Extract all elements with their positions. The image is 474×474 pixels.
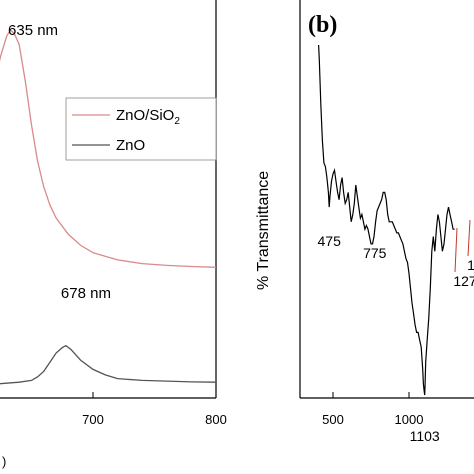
panel-a-x-tick-label: 800 <box>205 412 227 427</box>
panel-b-peak-label: 775 <box>363 245 387 261</box>
panel-a-series-line-1 <box>0 344 217 385</box>
panel-b: (b) % Transmittance 500 1000 475 775 1103 12… <box>255 0 474 444</box>
panel-a-x-label-fragment: ) <box>2 454 6 469</box>
panel-a-x-tick-label: 700 <box>82 412 104 427</box>
panel-a-peak-label: 635 nm <box>8 22 58 39</box>
panel-b-x-tick-label: 1000 <box>395 412 424 427</box>
panel-b-peak-label: 1 <box>467 257 474 273</box>
legend-label-zno: ZnO <box>116 137 145 154</box>
panel-b-label: (b) <box>308 12 337 38</box>
panel-b-marker-line <box>454 227 458 273</box>
panel-b-y-axis-title: % Transmittance <box>255 171 272 290</box>
panel-b-peak-label: 127 <box>453 273 474 289</box>
panel-b-series-line-0 <box>318 44 455 396</box>
panel-b-x-tick-label: 500 <box>322 412 344 427</box>
panel-a: 700 800 635 nm 678 nm ZnO/SiO2 ZnO ) <box>0 0 227 469</box>
legend-box <box>65 97 217 161</box>
legend-label-zno-sio2: ZnO/SiO2 <box>116 107 180 127</box>
panel-b-peak-label: 1103 <box>410 428 440 444</box>
panel-a-peak-label: 678 nm <box>61 285 111 302</box>
panel-a-series-line-0 <box>0 28 217 268</box>
legend: ZnO/SiO2 ZnO <box>65 97 217 161</box>
panel-b-peak-label: 475 <box>318 233 342 249</box>
panel-b-marker-line <box>467 219 471 257</box>
